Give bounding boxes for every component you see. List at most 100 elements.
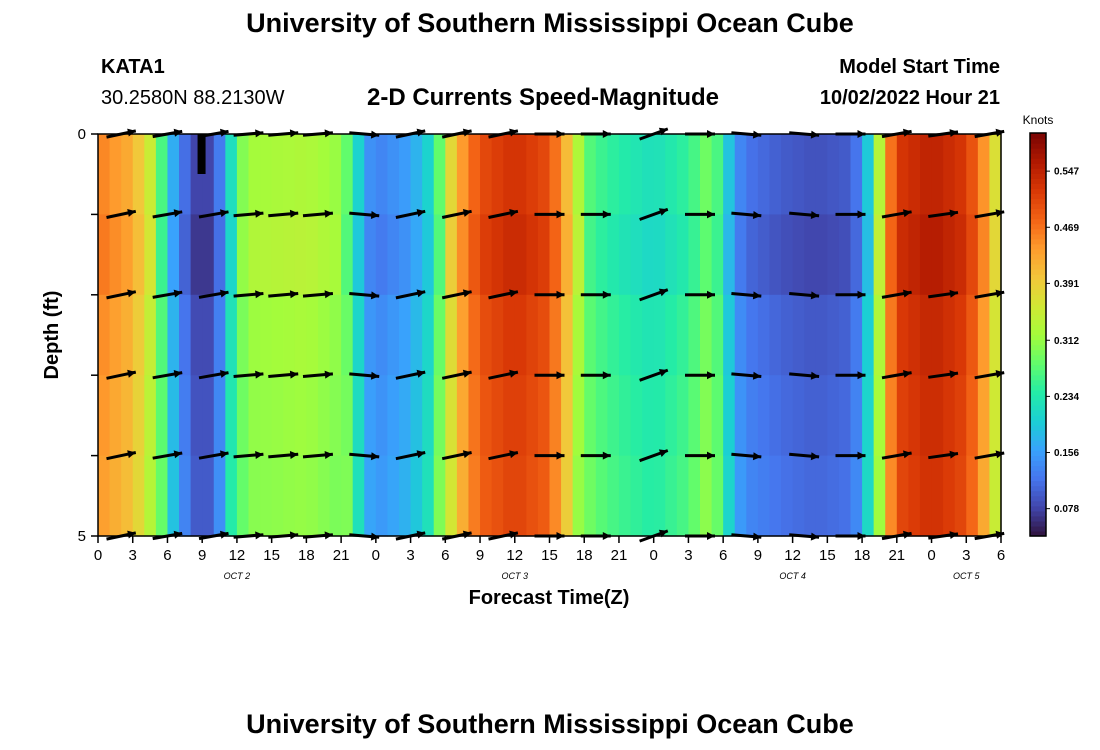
vector-head [857,451,866,460]
colorbar-segment [1030,138,1046,144]
heatmap-cell [98,214,111,296]
x-tick-label: 12 [229,547,246,564]
colorbar-segment [1030,359,1046,366]
heatmap-cell [931,214,944,296]
heatmap-cell [908,294,921,376]
x-tick-label: 0 [372,547,380,564]
heatmap-cell [155,455,169,537]
current-vector [731,291,762,300]
heatmap-cell [989,214,1002,296]
heatmap-cell [213,214,226,296]
heatmap-cell [248,455,261,537]
heatmap-cell [260,294,273,376]
heatmap-cell [167,375,180,457]
current-vector [580,371,611,380]
heatmap-cell [676,134,690,215]
vector-head [173,450,183,459]
colorbar-segment [1030,238,1046,245]
current-vector [835,371,866,380]
heatmap-cell [561,375,574,457]
vector-head [462,450,472,459]
heatmap-cell [387,214,400,296]
y-tick-label: 5 [78,528,86,545]
heatmap-cell [838,455,852,537]
current-vector [268,451,299,459]
heatmap-cell [410,214,423,296]
heatmap-cell [271,214,284,296]
vector-head [127,369,136,378]
heatmap-cell [618,294,632,376]
heatmap-cell [966,455,979,537]
current-vector [349,211,380,219]
heatmap-cell [618,134,632,215]
heatmap-cell [179,375,192,457]
heatmap-cell [746,134,759,215]
heatmap-cell [364,375,377,457]
heatmap-cell [873,294,886,376]
current-vector [835,210,866,219]
vector-head [462,289,472,298]
heatmap-cell [144,214,157,296]
current-vector [106,450,137,461]
current-vector [639,288,669,302]
heatmap-cell [676,214,690,296]
colorbar-segment [1030,314,1046,320]
current-vector [395,450,426,461]
heatmap-cell [109,294,122,376]
current-speed-chart: 0 3 6 9 12 15 18 21 0 3 6 9 12 15 18 21 0 3 6 9 12 15 18 21 0 3 6 O… [41,113,1079,609]
heatmap-cell [862,214,875,296]
vector-head [707,371,715,380]
heatmap-cell [526,455,539,537]
colorbar-segment [1030,188,1046,195]
heatmap-cell [966,294,979,376]
heatmap-cell [260,134,273,215]
heatmap-cell [387,134,400,215]
current-vector [731,452,762,461]
colorbar-segment [1030,248,1046,255]
heatmap-cell [480,455,493,537]
heatmap-cell [607,214,620,296]
heatmap-cell [919,375,933,457]
heatmap-cell [746,455,759,537]
colorbar-segment [1030,425,1046,431]
current-vector [974,450,1005,460]
vector-head [556,371,565,380]
heatmap-cell [456,294,470,376]
heatmap-cell [329,375,342,457]
heatmap-cell [514,375,527,457]
heatmap-cell [838,214,852,296]
heatmap-cell [98,375,111,457]
heatmap-cell [468,294,481,376]
heatmap-cell [422,294,435,376]
heatmap-cell [688,294,701,376]
heatmap-cell [410,134,423,215]
heatmap-cell [630,294,643,376]
current-vector [198,289,229,299]
x-tick-label: 6 [997,547,1005,564]
heatmap-cell [144,134,157,215]
heatmap-cell [422,214,435,296]
heatmap-cell [456,455,470,537]
current-vector [349,452,380,461]
heatmap-cell [526,375,539,457]
heatmap-cell [688,214,701,296]
heatmap-cell [885,455,898,537]
vector-head [289,290,299,299]
vector-head [509,209,518,217]
heatmap-cell [433,134,446,215]
heatmap-cell [445,294,458,376]
colorbar-segment [1030,384,1046,391]
footer-title: University of Southern Mississippi Ocean… [246,709,854,739]
heatmap-cell [966,134,979,215]
heatmap-cell [977,214,991,296]
heatmap-cell [850,455,863,537]
heatmap-cell [653,294,666,376]
heatmap-cell [433,375,446,457]
heatmap-cell [364,455,377,537]
heatmap-cell [225,455,238,537]
heatmap-cell [838,375,852,457]
heatmap-cell [642,455,655,537]
heatmap-cell [503,294,516,376]
heatmap-cell [769,375,782,457]
heatmap-cell [190,375,203,457]
